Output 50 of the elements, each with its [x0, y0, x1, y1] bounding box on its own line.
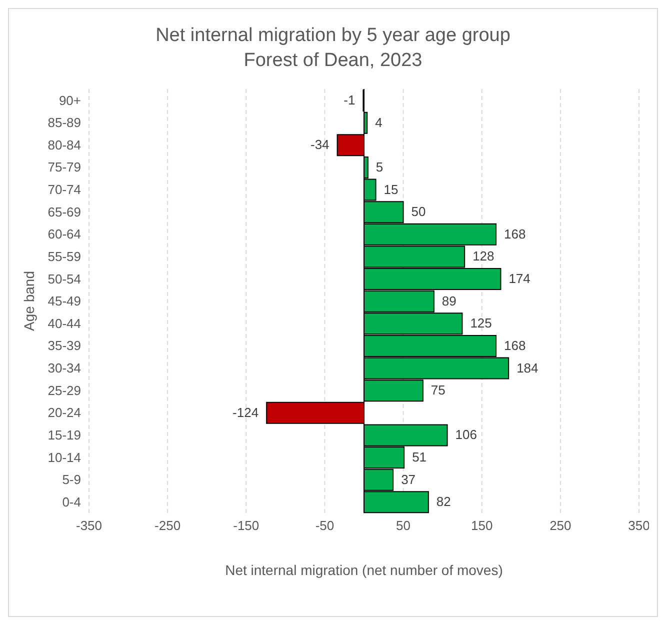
- y-tick-label: 70-74: [48, 182, 81, 198]
- y-tick-label: 40-44: [48, 316, 81, 331]
- data-label: 51: [412, 450, 427, 465]
- data-label: 128: [472, 248, 494, 264]
- y-tick-label: 50-54: [48, 271, 81, 286]
- y-tick-label: 90+: [58, 92, 81, 108]
- y-tick-label: 25-29: [48, 382, 81, 398]
- chart-title: Net internal migration by 5 year age group: [154, 24, 512, 48]
- x-tick-label: 50: [396, 518, 411, 534]
- data-label: 37: [401, 472, 416, 487]
- x-tick-label: 250: [550, 518, 572, 534]
- data-label: 184: [516, 360, 538, 376]
- y-tick-label: 80-84: [48, 137, 81, 152]
- data-label: -124: [232, 404, 259, 420]
- data-label: 174: [508, 271, 530, 286]
- y-tick-label: 30-34: [48, 360, 81, 376]
- y-tick-label: 10-14: [48, 450, 81, 465]
- y-tick-label: 15-19: [48, 428, 81, 443]
- y-tick-label: 0-4: [62, 494, 81, 510]
- y-tick-label: 60-64: [48, 226, 81, 242]
- y-tick-label: 20-24: [48, 405, 81, 420]
- data-label: 168: [504, 226, 526, 242]
- data-label: 82: [436, 494, 451, 510]
- y-tick-label: 35-39: [48, 338, 81, 354]
- data-label: 106: [455, 427, 477, 442]
- data-label: 75: [430, 382, 446, 398]
- data-label: 4: [375, 114, 382, 130]
- data-label: 89: [442, 293, 456, 308]
- x-tick-label: 350: [628, 518, 650, 534]
- x-tick-label: -350: [76, 518, 102, 534]
- y-tick-label: 65-69: [48, 204, 81, 220]
- x-tick-label: 150: [471, 518, 493, 534]
- y-axis-title: Age band: [20, 271, 37, 331]
- x-tick-label: -50: [315, 518, 334, 534]
- data-label: -34: [310, 137, 330, 152]
- y-tick-label: 45-49: [48, 294, 81, 309]
- y-tick-label: 75-79: [48, 160, 81, 175]
- data-label: 168: [504, 338, 526, 353]
- data-label: -1: [344, 92, 356, 108]
- y-tick-label: 55-59: [48, 248, 81, 264]
- x-tick-label: -150: [233, 518, 260, 534]
- data-label: 50: [411, 204, 426, 220]
- data-label: 15: [384, 182, 398, 197]
- data-label: 125: [470, 316, 492, 331]
- y-tick-label: 5-9: [62, 472, 81, 488]
- chart-subtitle: Forest of Dean, 2023: [242, 49, 424, 73]
- x-axis-title: Net internal migration (net number of moves): [225, 562, 503, 578]
- x-tick-label: -250: [154, 518, 181, 534]
- data-label: 5: [376, 159, 384, 174]
- y-tick-label: 85-89: [48, 115, 81, 130]
